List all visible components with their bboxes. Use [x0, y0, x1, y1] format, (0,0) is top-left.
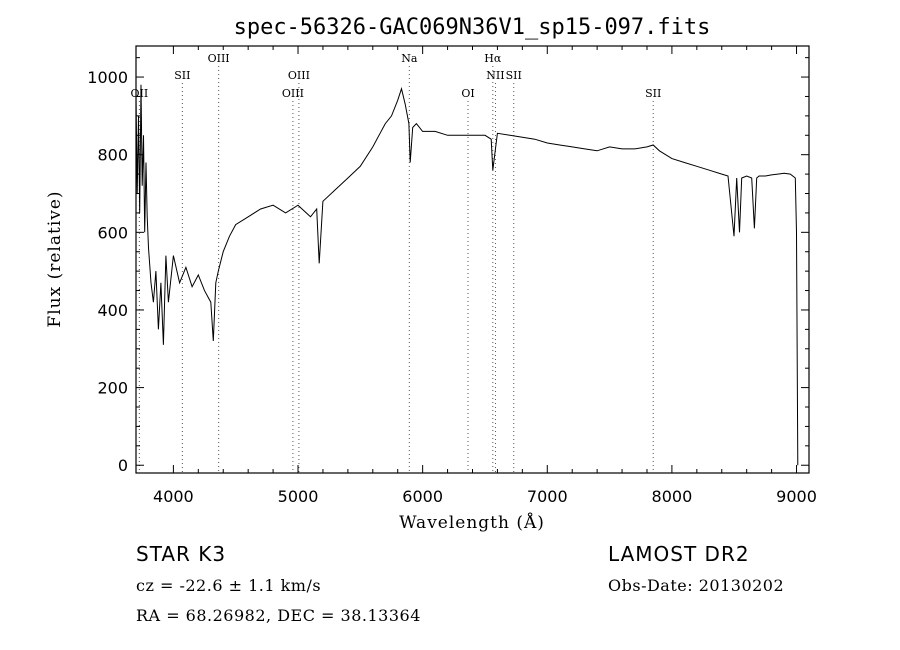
line-marker-label: SII [645, 87, 661, 100]
y-tick-label: 0 [118, 456, 128, 475]
coordinates: RA = 68.26982, DEC = 38.13364 [136, 606, 421, 625]
x-tick-label: 7000 [527, 487, 568, 506]
x-tick-label: 5000 [278, 487, 319, 506]
y-tick-label: 800 [97, 146, 128, 165]
cz-value: cz = -22.6 ± 1.1 km/s [136, 576, 322, 595]
line-marker-label: OIII [208, 52, 230, 65]
y-tick-label: 400 [97, 301, 128, 320]
survey-label: LAMOST DR2 [608, 542, 750, 566]
x-tick-label: 4000 [153, 487, 194, 506]
x-axis-label: Wavelength (Å) [399, 512, 545, 533]
x-tick-label: 9000 [776, 487, 817, 506]
line-marker-label: Na [401, 52, 418, 65]
line-marker-label: OI [461, 87, 474, 100]
axis-ticks: 4000 5000 6000 7000 8000 9000 0 200 400 600 800 100… [87, 46, 817, 506]
x-tick-label: 8000 [652, 487, 693, 506]
y-tick-label: 200 [97, 379, 128, 398]
chart-title: spec-56326-GAC069N36V1_sp15-097.fits [234, 15, 711, 40]
plot-frame [135, 45, 810, 474]
line-marker-label: OIII [282, 87, 304, 100]
x-tick-label: 6000 [402, 487, 443, 506]
y-tick-label: 1000 [87, 68, 128, 87]
line-marker-label: SII [506, 69, 522, 82]
spectrum-line [135, 84, 799, 466]
y-tick-label: 600 [97, 223, 128, 242]
line-marker-label: NII [486, 69, 504, 82]
line-marker-label: Hα [484, 52, 502, 65]
line-marker-label: SII [174, 69, 190, 82]
line-marker-label: OIII [288, 69, 310, 82]
obs-date: Obs-Date: 20130202 [608, 576, 785, 595]
classification-label: STAR K3 [136, 542, 227, 566]
y-axis-label: Flux (relative) [45, 190, 65, 327]
line-marker-label: OII [131, 87, 149, 100]
